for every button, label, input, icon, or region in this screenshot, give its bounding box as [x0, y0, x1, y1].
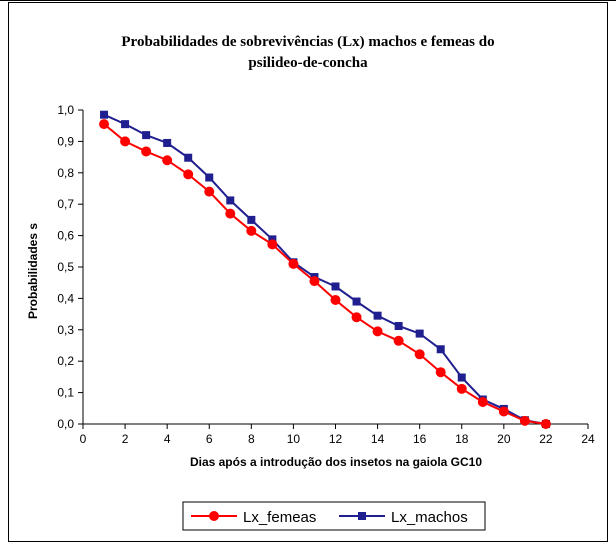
data-point-Lx_femeas	[288, 258, 299, 269]
data-point-Lx_machos	[163, 138, 172, 147]
x-tick-label: 6	[206, 432, 213, 446]
data-point-Lx_machos	[457, 373, 466, 382]
data-point-Lx_femeas	[141, 146, 152, 157]
data-point-Lx_femeas	[267, 239, 278, 250]
data-point-Lx_machos	[100, 110, 109, 119]
data-point-Lx_machos	[436, 345, 445, 354]
data-point-Lx_femeas	[414, 349, 425, 360]
data-point-Lx_machos	[121, 120, 130, 129]
chart-title-line-1: Probabilidades de sobrevivências (Lx) ma…	[121, 34, 494, 50]
y-tick-label: 0,8	[57, 166, 74, 180]
x-tick-label: 12	[329, 432, 343, 446]
data-point-Lx_machos	[226, 196, 235, 205]
y-tick-label: 0,9	[57, 134, 74, 148]
data-point-Lx_femeas	[183, 169, 194, 180]
y-tick-label: 0,4	[57, 291, 74, 305]
legend-marker-femeas	[209, 511, 219, 521]
data-point-Lx_femeas	[162, 155, 173, 166]
series-line-Lx_femeas	[103, 123, 547, 425]
x-tick-label: 14	[371, 432, 385, 446]
y-tick-label: 0,5	[57, 260, 74, 274]
y-tick-label: 1,0	[57, 103, 74, 117]
data-point-Lx_machos	[331, 282, 340, 291]
y-tick-label: 0,6	[57, 229, 74, 243]
data-point-Lx_femeas	[351, 312, 362, 323]
data-point-Lx_machos	[415, 329, 424, 338]
data-point-Lx_femeas	[120, 136, 131, 147]
data-point-Lx_femeas	[99, 119, 110, 130]
x-tick-label: 18	[455, 432, 469, 446]
y-tick-label: 0,1	[57, 386, 74, 400]
y-axis-label: Probabilidades s	[26, 223, 40, 319]
data-point-Lx_femeas	[540, 419, 551, 429]
y-tick-label: 0,2	[57, 354, 74, 368]
data-point-Lx_femeas	[246, 225, 257, 236]
chart-title-line-2: psilideo-de-concha	[248, 55, 368, 71]
x-tick-label: 8	[248, 432, 255, 446]
x-tick-label: 10	[287, 432, 301, 446]
y-tick-label: 0,0	[57, 417, 74, 431]
data-point-Lx_machos	[352, 297, 361, 306]
data-point-Lx_machos	[373, 311, 382, 320]
data-point-Lx_femeas	[498, 406, 509, 417]
legend: Lx_femeas Lx_machos	[182, 501, 486, 531]
legend-label-femeas: Lx_femeas	[243, 509, 316, 526]
data-point-Lx_femeas	[309, 276, 320, 287]
x-axis-label: Dias após a introdução dos insetos na ga…	[190, 455, 482, 469]
x-tick-label: 22	[539, 432, 553, 446]
legend-marker-machos	[358, 512, 366, 520]
data-point-Lx_machos	[247, 215, 256, 224]
data-point-Lx_femeas	[372, 326, 383, 337]
data-point-Lx_machos	[184, 153, 193, 162]
data-point-Lx_machos	[205, 173, 214, 182]
data-point-Lx_femeas	[456, 383, 467, 394]
data-point-Lx_femeas	[477, 397, 488, 408]
x-tick-label: 20	[497, 432, 511, 446]
data-point-Lx_femeas	[393, 335, 404, 346]
x-tick-label: 4	[164, 432, 171, 446]
data-point-Lx_femeas	[330, 294, 341, 305]
data-point-Lx_machos	[268, 235, 277, 244]
data-point-Lx_machos	[394, 322, 403, 331]
y-tick-label: 0,3	[57, 323, 74, 337]
plot-area: 0 2 4 6 8 10 12 14 16 18 20 22 240,00,10,20,30,40,50…	[57, 103, 595, 446]
x-tick-label: 24	[581, 432, 595, 446]
x-tick-label: 2	[122, 432, 129, 446]
data-point-Lx_femeas	[435, 367, 446, 378]
legend-label-machos: Lx_machos	[391, 509, 468, 526]
series-line-Lx_machos	[103, 113, 547, 425]
data-point-Lx_machos	[142, 131, 151, 140]
data-point-Lx_femeas	[519, 415, 530, 426]
x-tick-label: 0	[80, 432, 87, 446]
y-tick-label: 0,7	[57, 197, 74, 211]
data-point-Lx_femeas	[204, 186, 215, 197]
data-point-Lx_femeas	[225, 208, 236, 219]
x-tick-label: 16	[413, 432, 427, 446]
top-border-line	[0, 0, 616, 1]
